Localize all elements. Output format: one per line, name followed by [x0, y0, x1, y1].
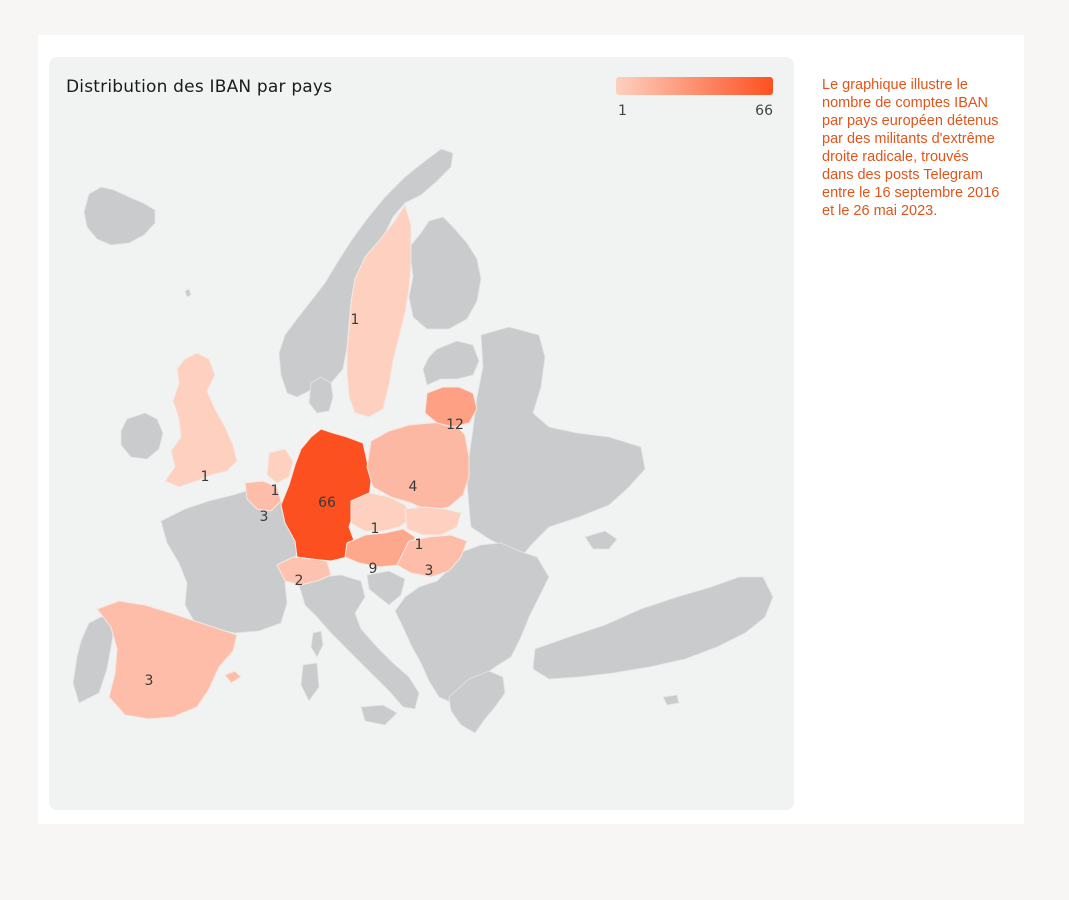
east-shape: [466, 326, 646, 558]
value-label-ch: 2: [295, 573, 304, 589]
finland-shape: [408, 216, 482, 330]
color-legend: 1 66: [616, 77, 773, 119]
region-poland[interactable]: [366, 420, 470, 512]
background-land: [72, 148, 774, 734]
region-uk[interactable]: [164, 352, 238, 488]
europe-map: 66 12 9 4 3 3 3 2 1 1 1 1 1: [72, 148, 774, 734]
value-labels: 66 12 9 4 3 3 3 2 1 1 1 1 1: [145, 312, 464, 689]
value-label-se: 1: [351, 312, 360, 328]
italy-shape: [298, 574, 420, 710]
value-label-pl: 4: [409, 479, 418, 495]
region-spain-balearic[interactable]: [224, 670, 242, 684]
page: 66 12 9 4 3 3 3 2 1 1 1 1 1 Distribution des IBAN pa…: [38, 35, 1024, 824]
map-card: 66 12 9 4 3 3 3 2 1 1 1 1 1 Distribution des IBAN pa…: [49, 57, 794, 810]
greece-shape: [448, 670, 506, 734]
croatia-shape: [366, 570, 406, 606]
turkey-shape: [532, 576, 774, 680]
value-label-hu: 3: [425, 563, 434, 579]
iceland-shape: [83, 186, 156, 246]
map-title: Distribution des IBAN par pays: [66, 77, 333, 97]
portugal-shape: [72, 614, 116, 704]
denmark-shape: [308, 376, 334, 414]
cyprus-shape: [662, 694, 680, 706]
legend-max-label: 66: [755, 103, 773, 119]
chart-description: Le graphique illustre le nombre de compt…: [822, 77, 1000, 219]
ireland-shape: [120, 412, 164, 460]
region-lithuania[interactable]: [424, 386, 478, 428]
legend-min-label: 1: [618, 103, 627, 119]
france-shape: [160, 488, 300, 634]
choropleth-layer: [96, 203, 478, 720]
region-belgium[interactable]: [244, 480, 282, 512]
baltics-shape: [422, 340, 480, 386]
crimea-shape: [584, 530, 618, 550]
sicily-shape: [360, 704, 398, 726]
region-hungary[interactable]: [396, 534, 468, 578]
region-sweden[interactable]: [346, 203, 412, 418]
corsica-shape: [310, 630, 324, 658]
region-spain[interactable]: [96, 600, 238, 720]
value-label-gb: 1: [201, 469, 210, 485]
value-label-cz: 1: [371, 521, 380, 537]
value-label-lt: 12: [446, 417, 464, 433]
value-label-be: 3: [260, 509, 269, 525]
region-netherlands[interactable]: [266, 448, 294, 484]
value-label-es: 3: [145, 673, 154, 689]
region-switzerland[interactable]: [276, 556, 332, 586]
value-label-nl: 1: [271, 483, 280, 499]
value-label-de: 66: [318, 495, 336, 511]
legend-gradient-bar: [616, 77, 773, 95]
region-slovakia[interactable]: [404, 506, 462, 536]
value-label-at: 9: [369, 561, 378, 577]
value-label-sk: 1: [415, 537, 424, 553]
faroe-shape: [184, 288, 192, 298]
sardinia-shape: [300, 662, 320, 702]
